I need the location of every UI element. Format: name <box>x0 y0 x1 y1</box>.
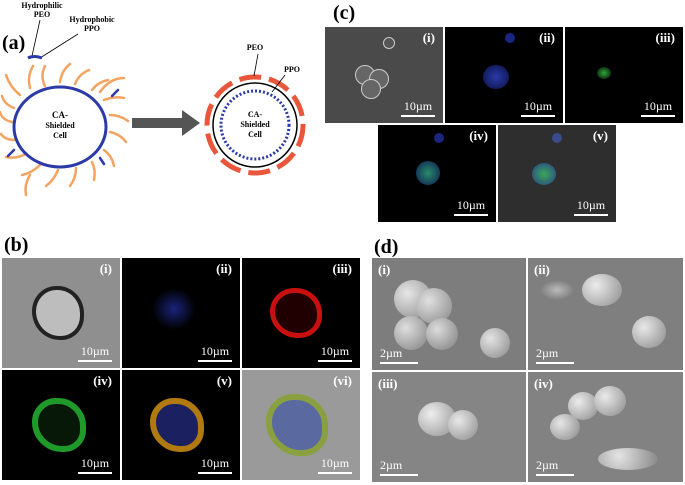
panel-d-tile-2-label: (ii) <box>534 262 550 277</box>
hydrophobic-label-1: Hydrophobic <box>69 15 115 24</box>
panel-a-letter: (a) <box>2 32 26 54</box>
ppo-label: PPO <box>284 65 300 74</box>
panel-b-tile-1: (i) 10µm <box>2 258 120 368</box>
panel-c-tile-5-label: (v) <box>592 128 608 143</box>
right-cell-label-1: CA- <box>248 110 263 119</box>
left-cell-label-3: Cell <box>53 131 68 140</box>
panel-b-tile-5-scalebar: 10µm <box>198 456 232 474</box>
panel-b-tile-2-label: (ii) <box>216 261 232 276</box>
panel-d-tile-3-scalebar: 2µm <box>380 458 418 476</box>
panel-d-tile-1-scalebar: 2µm <box>380 346 418 364</box>
panel-d-tile-4-scalebar: 2µm <box>536 458 574 476</box>
transition-arrow <box>132 110 200 136</box>
panel-c-tile-5-scalebar: 10µm <box>574 198 608 216</box>
panel-d-tile-4-label: (iv) <box>534 376 553 391</box>
panel-d-tile-1: (i) 2µm <box>372 258 526 370</box>
panel-d-tile-4: (iv) 2µm <box>528 372 683 482</box>
panel-b-tile-5-label: (v) <box>216 373 232 388</box>
left-cell-label-2: Shielded <box>45 121 75 130</box>
panel-d-letter: (d) <box>374 236 399 258</box>
panel-d-tile-2: (ii) 2µm <box>528 258 683 370</box>
panel-b-tile-6-label: (vi) <box>333 373 352 388</box>
panel-b-tile-3: (iii) 10µm <box>242 258 360 368</box>
panel-b-tile-4-scalebar: 10µm <box>78 456 112 474</box>
panel-c-tile-3-label: (iii) <box>655 30 676 45</box>
polymer-strands <box>0 62 130 197</box>
panel-b-tile-1-scalebar: 10µm <box>78 344 112 362</box>
panel-b-letter: (b) <box>4 234 29 256</box>
panel-c-tile-4-label: (iv) <box>469 128 488 143</box>
right-cell-label-2: Shielded <box>240 120 270 129</box>
panel-b-tile-2-scalebar: 10µm <box>198 344 232 362</box>
hydrophobic-label-2: PPO <box>84 24 100 33</box>
peo-shell <box>204 74 306 176</box>
left-cell-label-1: CA- <box>52 110 68 120</box>
panel-b-tile-4-label: (iv) <box>93 373 112 388</box>
panel-b-tile-5: (v) 10µm <box>122 370 240 480</box>
panel-c-tile-1-label: (i) <box>422 30 435 45</box>
hydrophilic-label-2: PEO <box>34 10 50 19</box>
panel-a-schematic: CA- Shielded Cell Hydrophilic PEO Hydrop… <box>0 1 306 197</box>
panel-b-tile-6: (vi) 10µm <box>242 370 360 480</box>
panel-b-tile-3-scalebar: 10µm <box>318 344 352 362</box>
panel-c-tile-2: (ii) 10µm <box>445 27 563 123</box>
panel-d-tile-1-label: (i) <box>378 262 391 277</box>
left-cell <box>12 85 108 169</box>
panel-c-letter: (c) <box>333 2 356 24</box>
panel-b-tile-1-label: (i) <box>99 261 112 276</box>
panel-c-tile-3-scalebar: 10µm <box>641 99 675 117</box>
panel-b-tile-6-scalebar: 10µm <box>318 456 352 474</box>
panel-d-tile-3: (iii) 2µm <box>372 372 526 482</box>
hydrophilic-label-1: Hydrophilic <box>21 1 63 10</box>
panel-c-tile-3: (iii) 10µm <box>565 27 683 123</box>
panel-c-tile-2-scalebar: 10µm <box>521 99 555 117</box>
peo-label: PEO <box>247 43 263 52</box>
right-cell-label-3: Cell <box>248 130 263 139</box>
panel-c-tile-4: (iv) 10µm <box>378 125 496 222</box>
panel-c-tile-2-label: (ii) <box>539 30 555 45</box>
panel-b-tile-4: (iv) 10µm <box>2 370 120 480</box>
panel-c-tile-5: (v) 10µm <box>498 125 616 222</box>
panel-c-tile-4-scalebar: 10µm <box>454 198 488 216</box>
panel-b-tile-2: (ii) 10µm <box>122 258 240 368</box>
panel-b-tile-3-label: (iii) <box>332 261 353 276</box>
panel-c-tile-1: (i) 10µm <box>325 27 443 123</box>
panel-d-tile-2-scalebar: 2µm <box>536 346 574 364</box>
right-cell <box>212 82 298 168</box>
panel-c-tile-1-scalebar: 10µm <box>401 99 435 117</box>
panel-d-tile-3-label: (iii) <box>378 376 398 391</box>
